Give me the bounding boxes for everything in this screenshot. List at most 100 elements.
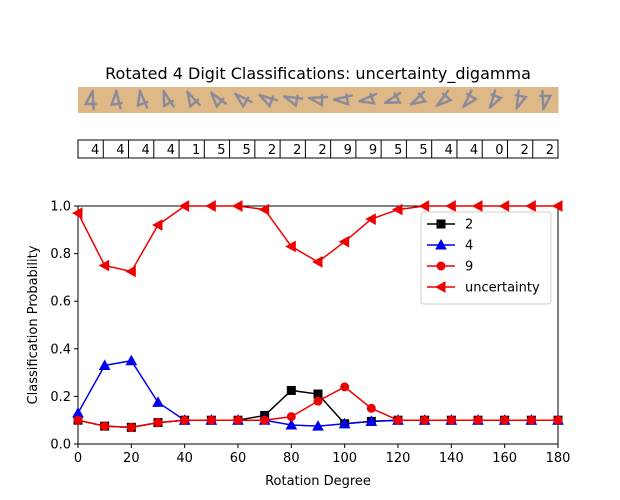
data-point-9 (393, 415, 403, 425)
predicted-label: 4 (142, 143, 150, 158)
data-point-uncertainty (258, 203, 270, 216)
data-point-uncertainty (391, 203, 403, 216)
y-axis-label: Classification Probability (26, 245, 41, 404)
chart-title: Rotated 4 Digit Classifications: uncerta… (105, 64, 531, 84)
legend-entry: 4 (465, 239, 473, 254)
digit-thumbnail (229, 87, 256, 113)
digit-thumbnail (179, 87, 205, 113)
predicted-label: 2 (268, 143, 276, 158)
legend-marker-4 (435, 238, 447, 250)
predicted-label: 2 (520, 143, 528, 158)
x-tick-label: 160 (492, 451, 517, 466)
data-point-uncertainty (551, 200, 563, 212)
x-tick-label: 80 (283, 451, 300, 466)
predicted-label: 9 (369, 143, 377, 158)
y-tick-label: 0.8 (50, 247, 71, 262)
data-point-uncertainty (178, 200, 190, 212)
y-tick-label: 1.0 (50, 200, 71, 215)
digit-thumbnail (280, 87, 306, 113)
data-point-uncertainty (498, 200, 510, 212)
digit-thumbnail (456, 87, 483, 113)
predicted-label: 2 (318, 143, 326, 158)
data-point-uncertainty (365, 213, 376, 225)
data-point-9 (153, 418, 163, 428)
legend-entry: 9 (465, 260, 473, 275)
data-point-9 (500, 415, 510, 425)
data-point-4 (152, 396, 164, 407)
y-tick-label: 0.6 (50, 295, 71, 310)
data-point-uncertainty (418, 200, 430, 212)
data-point-9 (420, 415, 430, 425)
series-markers (71, 200, 564, 432)
data-point-uncertainty (311, 256, 323, 268)
legend-marker-2 (436, 219, 446, 229)
digit-thumbnail (507, 87, 534, 113)
x-tick-label: 120 (386, 451, 411, 466)
predicted-label-row: 4 4 4 4 1 5 5 2 2 2 9 9 5 5 4 4 0 2 2 (77, 139, 559, 159)
x-tick-label: 20 (123, 451, 140, 466)
digit-thumbnail (355, 87, 382, 113)
y-tick-label: 0.4 (50, 342, 71, 357)
data-point-9 (313, 396, 323, 406)
x-tick-label: 140 (439, 451, 464, 466)
data-point-4 (338, 417, 351, 429)
data-point-9 (100, 421, 110, 431)
predicted-label: 4 (116, 143, 124, 158)
data-point-uncertainty (525, 200, 536, 212)
x-axis-label: Rotation Degree (265, 474, 371, 489)
legend: 2 4 9 uncertainty (420, 211, 552, 305)
digit-thumbnail (305, 87, 332, 113)
data-point-4 (98, 359, 111, 370)
digit-thumbnail (532, 87, 559, 113)
digit-thumbnail (204, 87, 231, 113)
data-point-9 (340, 382, 350, 392)
predicted-label: 5 (419, 143, 427, 158)
data-point-9 (286, 412, 296, 422)
data-point-2 (286, 385, 296, 395)
data-point-9 (526, 415, 536, 425)
predicted-label: 0 (495, 143, 503, 158)
data-point-uncertainty (285, 240, 296, 253)
data-point-uncertainty (151, 219, 163, 231)
data-point-uncertainty (471, 200, 483, 212)
y-axis-ticks: 0.0 0.2 0.4 0.6 0.8 1.0 (50, 200, 78, 453)
digit-thumbnail (482, 87, 508, 113)
data-point-4 (285, 418, 298, 430)
digit-thumbnail (78, 87, 104, 113)
digit-thumbnail (128, 87, 155, 113)
digit-thumbnail (103, 87, 130, 113)
data-point-9 (366, 403, 376, 413)
data-point-9 (473, 415, 483, 425)
data-point-4 (125, 354, 138, 366)
y-tick-label: 0.0 (50, 438, 71, 453)
digit-thumbnail (153, 87, 180, 113)
rotated-digit-thumbnails (78, 87, 559, 113)
x-tick-label: 180 (546, 451, 571, 466)
data-point-9 (206, 415, 216, 425)
legend-marker-9 (436, 261, 446, 271)
data-point-9 (553, 415, 563, 425)
digit-thumbnail (381, 87, 407, 113)
x-tick-label: 40 (176, 451, 193, 466)
data-point-9 (73, 415, 83, 425)
predicted-label: 2 (293, 143, 301, 158)
data-point-9 (180, 415, 190, 425)
predicted-label: 9 (344, 143, 352, 158)
legend-marker-uncertainty (434, 281, 446, 293)
x-tick-label: 100 (332, 451, 357, 466)
predicted-label: 4 (167, 143, 175, 158)
digit-thumbnail (431, 87, 458, 113)
data-point-uncertainty (98, 259, 110, 272)
x-tick-label: 0 (74, 451, 82, 466)
x-axis-ticks: 0 20 40 60 80 100 120 140 160 180 (74, 444, 571, 466)
predicted-label: 5 (217, 143, 225, 158)
data-point-uncertainty (338, 235, 350, 248)
data-point-9 (446, 415, 456, 425)
predicted-label: 4 (445, 143, 453, 158)
data-point-uncertainty (445, 200, 456, 212)
digit-thumbnail (254, 87, 281, 113)
data-point-9 (126, 422, 136, 432)
predicted-label: 4 (470, 143, 478, 158)
x-tick-label: 60 (230, 451, 247, 466)
